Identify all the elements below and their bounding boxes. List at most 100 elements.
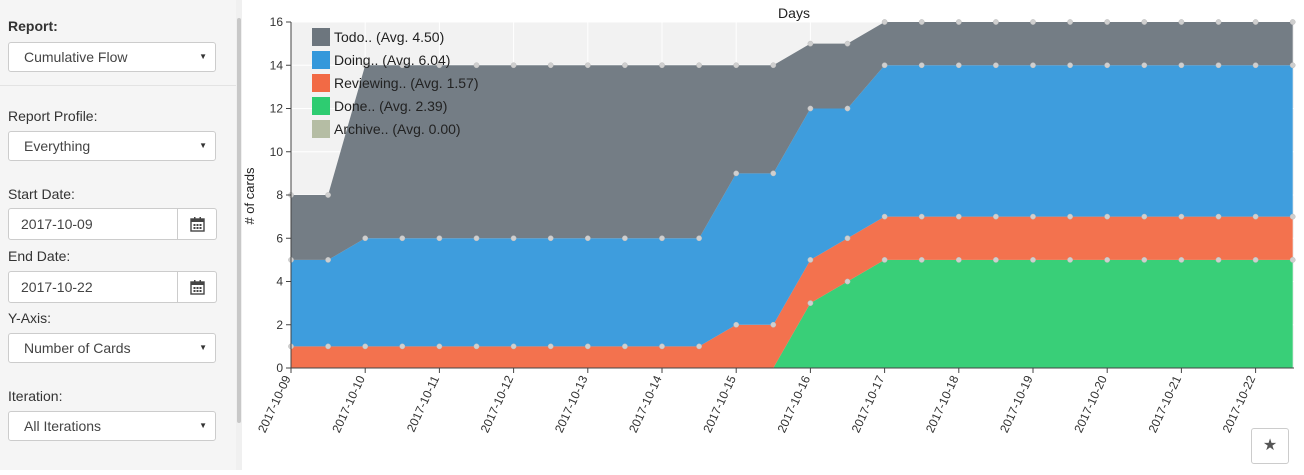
legend-swatch	[312, 28, 330, 46]
end-date-label: End Date:	[8, 248, 71, 264]
divider	[0, 85, 236, 86]
data-point	[436, 343, 443, 350]
data-point	[1289, 257, 1296, 263]
data-point	[1178, 257, 1185, 263]
data-point	[1067, 213, 1073, 220]
data-point	[1067, 62, 1073, 69]
data-point	[807, 105, 814, 112]
x-tick-label: 2017-10-17	[849, 373, 888, 435]
data-point	[1252, 19, 1259, 25]
start-date-label: Start Date:	[8, 186, 75, 202]
data-point	[1252, 213, 1259, 220]
data-point	[1030, 257, 1036, 263]
y-tick-label: 16	[270, 15, 284, 29]
y-axis-label: # of cards	[242, 167, 257, 225]
data-point	[696, 343, 702, 350]
x-tick-label: 2017-10-09	[255, 373, 294, 435]
x-tick-label: 2017-10-22	[1220, 373, 1259, 435]
legend-entry: Reviewing.. (Avg. 1.57)	[334, 75, 478, 91]
legend-swatch	[312, 74, 330, 92]
y-tick-label: 8	[276, 188, 283, 202]
x-tick-label: 2017-10-12	[478, 373, 517, 435]
favorite-button[interactable]: ★	[1251, 428, 1289, 464]
end-date-calendar-button[interactable]	[178, 271, 217, 303]
series-area	[291, 216, 1293, 368]
data-point	[399, 62, 406, 69]
data-point	[622, 62, 628, 69]
data-point	[881, 213, 888, 220]
x-tick-label: 2017-10-19	[997, 373, 1036, 435]
data-point	[1252, 257, 1259, 263]
x-tick-label: 2017-10-21	[1145, 373, 1184, 435]
report-select[interactable]: Cumulative Flow ▼	[8, 42, 216, 72]
data-point	[436, 235, 443, 242]
sidebar: Report: Cumulative Flow ▼ Report Profile…	[0, 0, 236, 470]
star-icon: ★	[1262, 437, 1278, 454]
data-point	[918, 213, 925, 220]
data-point	[1030, 213, 1036, 220]
data-point	[1067, 19, 1073, 25]
data-point	[1178, 213, 1185, 220]
start-date-calendar-button[interactable]	[178, 208, 217, 240]
report-profile-label: Report Profile:	[8, 108, 98, 124]
data-point	[807, 40, 814, 47]
data-point	[510, 343, 517, 350]
x-tick-label: 2017-10-18	[923, 373, 962, 435]
data-point	[918, 19, 925, 25]
end-date-input[interactable]: 2017-10-22	[8, 271, 178, 303]
data-point	[473, 343, 480, 350]
legend-entry: Archive.. (Avg. 0.00)	[334, 121, 461, 137]
data-point	[918, 62, 925, 69]
data-point	[993, 213, 999, 220]
y-tick-label: 2	[276, 318, 283, 332]
end-date-value: 2017-10-22	[21, 279, 93, 295]
report-profile-select[interactable]: Everything ▼	[8, 131, 216, 161]
caret-down-icon: ▼	[199, 421, 207, 430]
x-tick-label: 2017-10-20	[1071, 373, 1110, 435]
y-tick-label: 10	[270, 145, 284, 159]
data-point	[399, 235, 406, 242]
data-point	[1289, 213, 1296, 220]
data-point	[955, 19, 962, 25]
data-point	[918, 257, 925, 263]
legend-swatch	[312, 120, 330, 138]
data-point	[1030, 19, 1036, 25]
data-point	[993, 62, 999, 69]
y-tick-label: 6	[276, 231, 283, 245]
y-axis-label: Y-Axis:	[8, 310, 52, 326]
data-point	[770, 170, 777, 177]
y-tick-label: 0	[276, 361, 283, 375]
sidebar-scrollbar-thumb[interactable]	[237, 18, 241, 423]
caret-down-icon: ▼	[199, 141, 207, 150]
data-point	[584, 343, 591, 350]
x-tick-label: 2017-10-13	[552, 373, 591, 435]
data-point	[993, 257, 999, 263]
iteration-label: Iteration:	[8, 388, 63, 404]
series-area	[291, 22, 1293, 260]
calendar-icon	[190, 217, 205, 232]
data-point	[1104, 19, 1111, 25]
iteration-select[interactable]: All Iterations ▼	[8, 411, 216, 441]
data-point	[955, 257, 962, 263]
data-point	[807, 300, 814, 306]
calendar-icon	[190, 280, 205, 295]
data-point	[1104, 257, 1111, 263]
data-point	[584, 235, 591, 242]
data-point	[547, 235, 554, 242]
start-date-value: 2017-10-09	[21, 216, 93, 232]
data-point	[362, 62, 369, 69]
y-axis-select[interactable]: Number of Cards ▼	[8, 333, 216, 363]
data-point	[1141, 257, 1148, 263]
data-point	[881, 62, 888, 69]
data-point	[807, 257, 814, 263]
legend-swatch	[312, 97, 330, 115]
data-point	[1178, 62, 1185, 69]
cumulative-flow-chart: 0 2 4 6 8 10 12 14 16 2017-10-09 2017-10-10 2017-10…	[242, 0, 1304, 470]
data-point	[696, 235, 702, 242]
y-axis-select-value: Number of Cards	[24, 340, 131, 356]
data-point	[770, 321, 777, 328]
legend-entry: Done.. (Avg. 2.39)	[334, 98, 447, 114]
start-date-input[interactable]: 2017-10-09	[8, 208, 178, 240]
data-point	[510, 62, 517, 69]
x-tick-label: 2017-10-16	[774, 373, 813, 435]
